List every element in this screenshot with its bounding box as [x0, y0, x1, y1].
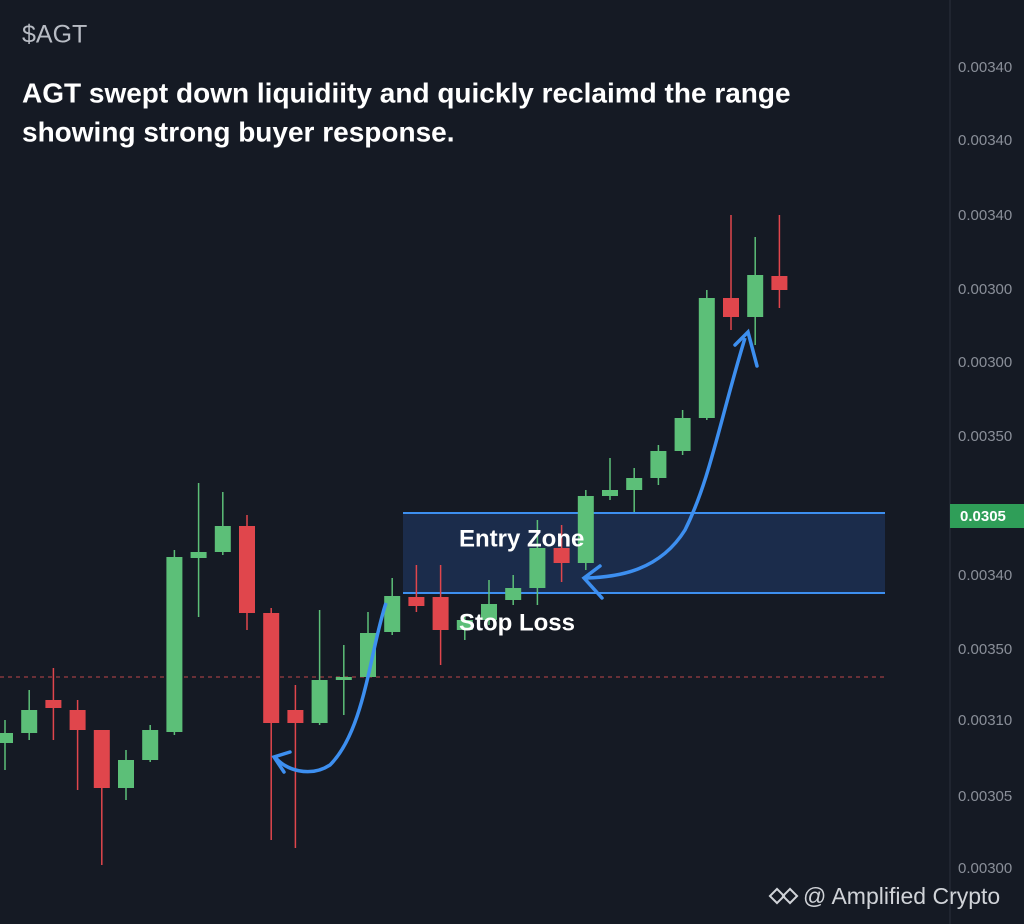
price-label: 0.00340 [958, 132, 1012, 149]
headline: AGT swept down liquidiity and quickly re… [22, 77, 791, 108]
candle-body [408, 597, 425, 606]
price-label: 0.00340 [958, 567, 1012, 584]
candle-body [650, 451, 667, 478]
candle-body [456, 620, 473, 630]
price-label: 0.00340 [958, 207, 1012, 224]
candle-body [263, 613, 280, 723]
candle-body [21, 710, 38, 733]
arrow [273, 602, 388, 774]
headline: showing strong buyer response. [22, 116, 455, 147]
candle-body [69, 710, 86, 730]
candle-body [142, 730, 159, 760]
price-label: 0.00300 [958, 860, 1012, 877]
entry-zone [403, 513, 885, 593]
candle-body [166, 557, 183, 732]
candle-body [529, 548, 546, 588]
candle-body [602, 490, 618, 496]
candle-body [0, 733, 13, 743]
arrow-head [581, 564, 604, 600]
candle-body [674, 418, 691, 451]
candle-body [553, 548, 570, 563]
watermark-icon [768, 887, 799, 905]
candle-body [239, 526, 255, 613]
candle-body [214, 526, 231, 552]
candle-body [698, 298, 715, 418]
last-price-label: 0.0305 [960, 508, 1006, 525]
stop-label: Stop Loss [459, 609, 575, 636]
candle-body [505, 588, 522, 600]
ticker: $AGT [22, 21, 87, 49]
candle-body [45, 700, 62, 708]
candle-body [723, 298, 739, 317]
plot [0, 215, 885, 865]
candle-body [626, 478, 643, 490]
price-label: 0.00310 [958, 712, 1012, 729]
arrow-head [733, 328, 759, 368]
arrow-head [271, 750, 292, 774]
zone-label: Entry Zone [459, 525, 584, 552]
price-label: 0.00350 [958, 641, 1012, 658]
candle-body [93, 730, 110, 788]
candle-body [747, 275, 764, 317]
candle-body [384, 596, 401, 632]
candle-body [771, 276, 788, 290]
candle-body [190, 552, 207, 558]
candle-body [335, 677, 352, 680]
candle-body [577, 496, 594, 563]
price-label: 0.00340 [958, 59, 1012, 76]
arrow [585, 337, 747, 580]
price-label: 0.00305 [958, 788, 1012, 805]
candle-body [287, 710, 304, 723]
watermark: @ Amplified Crypto [803, 883, 1000, 909]
candle-body [118, 760, 134, 788]
candle-body [432, 597, 449, 630]
last-price-badge [950, 504, 1024, 528]
price-label: 0.00350 [958, 428, 1012, 445]
price-label: 0.00300 [958, 354, 1012, 371]
price-label: 0.00300 [958, 281, 1012, 298]
candle-body [481, 604, 497, 620]
candle-body [311, 680, 328, 723]
